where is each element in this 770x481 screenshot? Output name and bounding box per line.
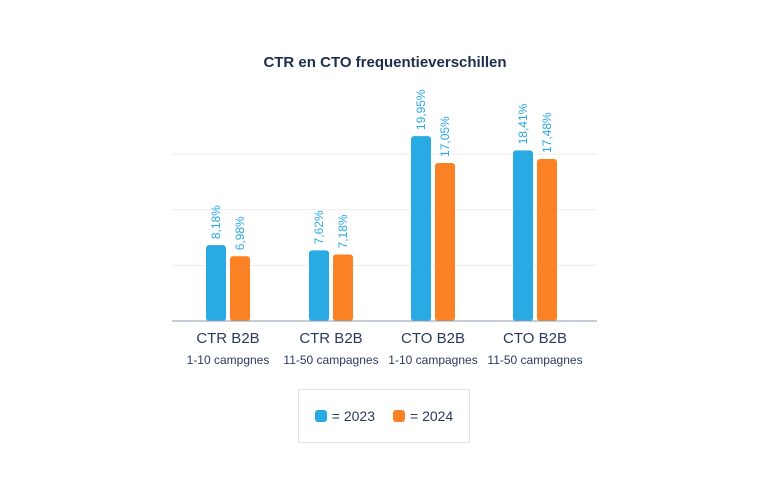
category-labels: CTR B2B 1-10 campgnes CTR B2B 11-50 campagn… xyxy=(187,330,583,367)
bar-2023-3 xyxy=(411,136,431,321)
legend-swatch-2023 xyxy=(314,410,327,422)
legend-item-2024: = 2024 xyxy=(393,408,453,424)
category-sublabel-1: 1-10 campgnes xyxy=(187,353,270,367)
category-label-4: CTO B2B xyxy=(503,330,567,347)
bar-2024-4 xyxy=(537,158,557,321)
value-label-2024-1: 6,98% xyxy=(233,216,247,250)
category-label-1: CTR B2B xyxy=(196,330,259,347)
legend: = 2023 = 2024 xyxy=(298,389,470,443)
chart-title: CTR en CTO frequentieverschillen xyxy=(263,54,506,71)
value-label-2024-2: 7,18% xyxy=(336,214,350,248)
legend-label-2024: = 2024 xyxy=(410,408,454,424)
category-label-2: CTR B2B xyxy=(299,330,362,347)
value-label-2023-2: 7,62% xyxy=(312,210,326,244)
value-label-2023-4: 18,41% xyxy=(516,103,530,144)
bars xyxy=(206,136,557,321)
value-label-2024-4: 17,48% xyxy=(540,112,554,153)
bar-2023-1 xyxy=(206,245,226,321)
legend-swatch-2024 xyxy=(393,410,405,422)
bar-value-labels: 8,18% 6,98% 7,62% 7,18% 19,95% 17,05% 18,41% 17… xyxy=(209,89,554,250)
value-label-2024-3: 17,05% xyxy=(438,116,452,157)
bar-2024-3 xyxy=(435,162,455,321)
category-sublabel-4: 11-50 campagnes xyxy=(487,353,582,367)
category-sublabel-3: 1-10 campagnes xyxy=(388,353,477,367)
category-sublabel-2: 11-50 campagnes xyxy=(283,353,378,367)
category-label-3: CTO B2B xyxy=(401,330,465,347)
bar-2024-1 xyxy=(230,256,250,321)
legend-label-2023: = 2023 xyxy=(331,408,375,424)
bar-2023-2 xyxy=(309,250,329,321)
bar-2023-4 xyxy=(513,150,533,321)
bar-2024-2 xyxy=(333,254,353,321)
value-label-2023-1: 8,18% xyxy=(209,205,223,239)
legend-item-2023: = 2023 xyxy=(314,408,375,424)
value-label-2023-3: 19,95% xyxy=(414,89,428,130)
